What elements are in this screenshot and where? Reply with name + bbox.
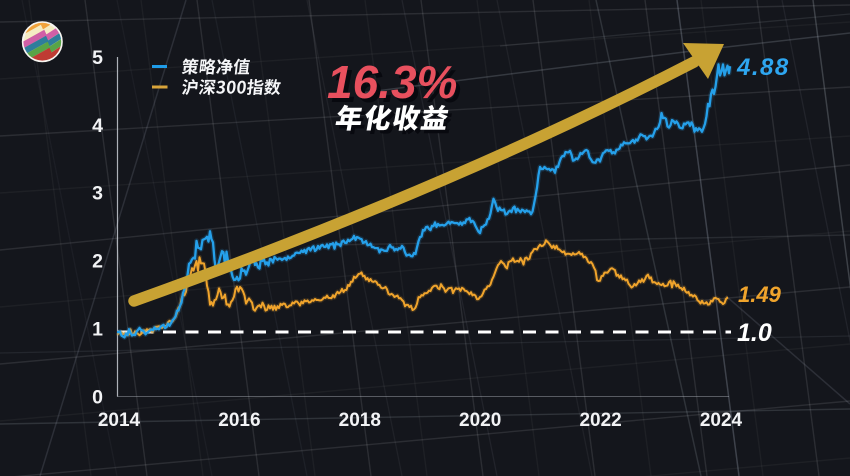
svg-text:3: 3: [92, 182, 103, 204]
svg-text:16.3%: 16.3%: [327, 56, 457, 108]
svg-text:5: 5: [92, 47, 103, 69]
svg-text:1.0: 1.0: [737, 319, 772, 347]
svg-text:16.3%: 16.3%: [331, 60, 461, 112]
svg-text:2014: 2014: [98, 410, 141, 431]
svg-text:2020: 2020: [459, 410, 501, 431]
svg-text:2018: 2018: [339, 410, 381, 431]
svg-text:4.88: 4.88: [736, 54, 790, 81]
svg-text:2016: 2016: [218, 410, 260, 431]
svg-text:1.49: 1.49: [738, 282, 782, 307]
svg-text:1: 1: [92, 318, 103, 340]
svg-text:2: 2: [92, 250, 103, 272]
svg-text:2024: 2024: [700, 410, 743, 431]
svg-text:0: 0: [92, 386, 103, 408]
svg-text:2022: 2022: [579, 410, 621, 431]
svg-text:4: 4: [92, 115, 103, 137]
